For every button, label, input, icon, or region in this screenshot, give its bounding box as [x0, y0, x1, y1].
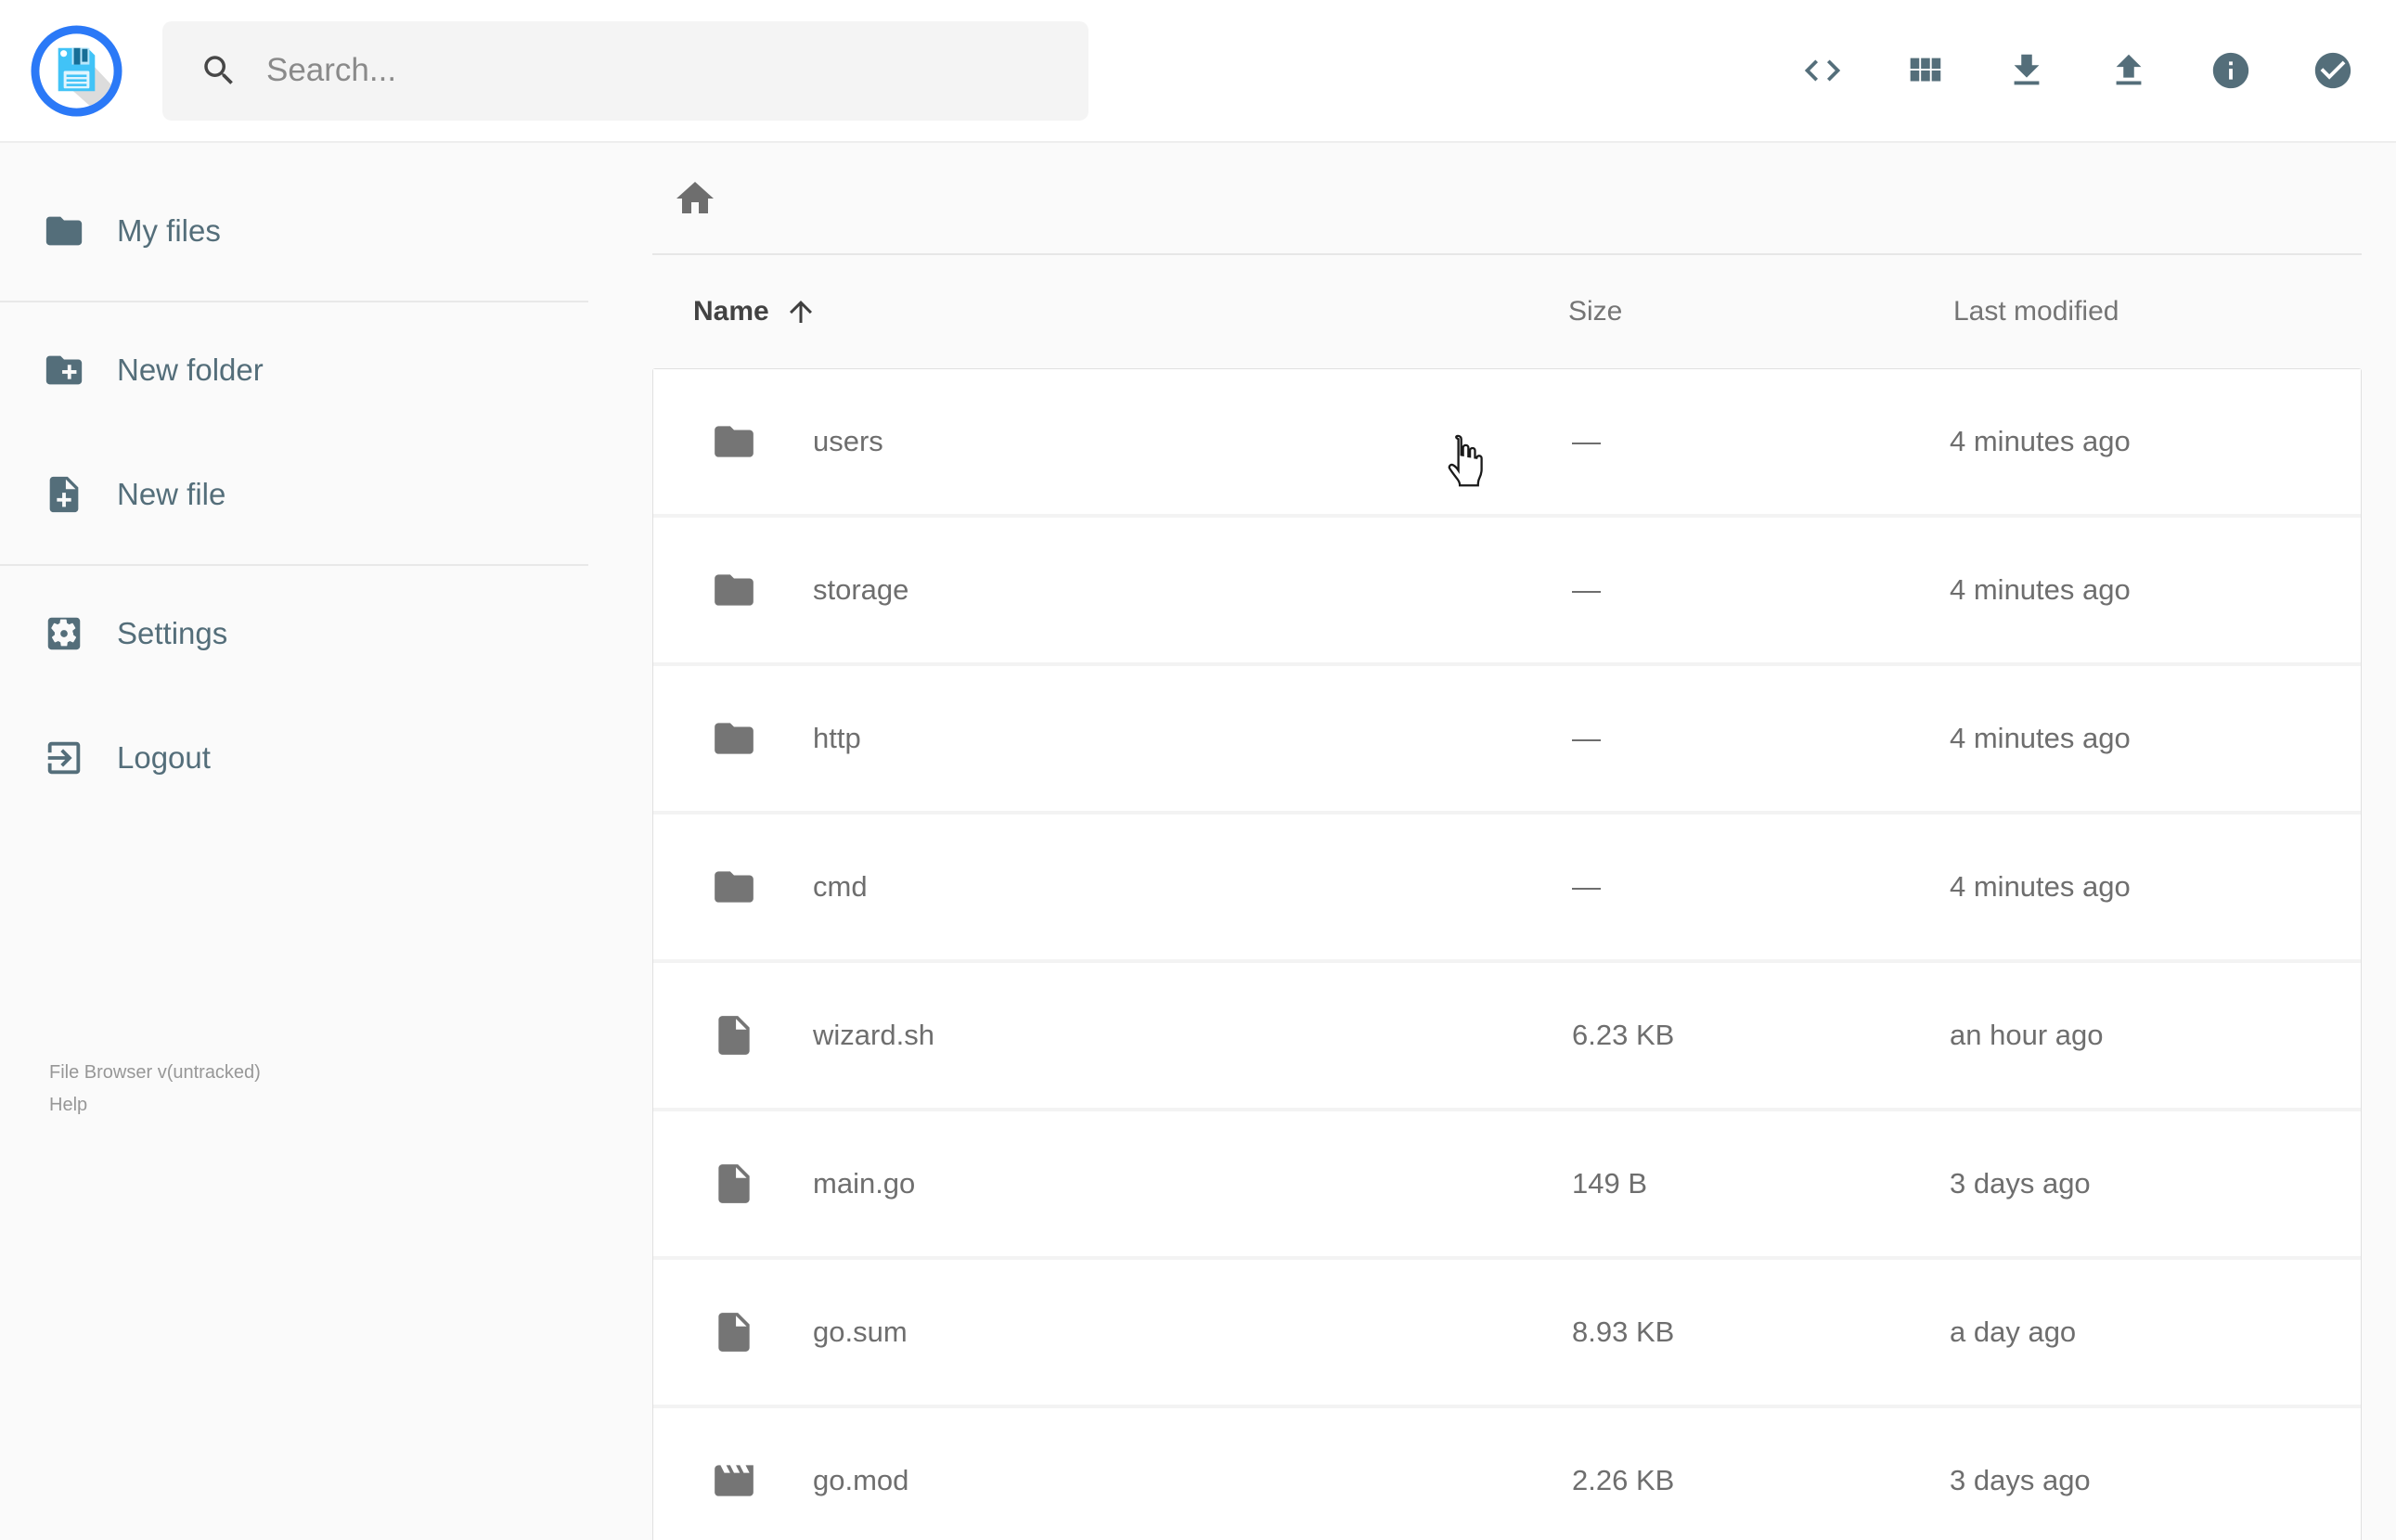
sidebar-item-label: Settings — [117, 616, 228, 650]
grid-view-icon — [1903, 49, 1946, 92]
file-row[interactable]: storage — 4 minutes ago — [653, 518, 2361, 662]
file-modified: 3 days ago — [1950, 1464, 2091, 1496]
search-icon — [200, 51, 238, 90]
file-size: — — [1572, 722, 1601, 754]
file-name: users — [813, 425, 883, 457]
upload-icon — [2107, 49, 2150, 92]
check-circle-icon — [2312, 49, 2354, 92]
home-icon — [673, 176, 717, 221]
file-modified: 3 days ago — [1950, 1167, 2091, 1200]
file-row[interactable]: cmd — 4 minutes ago — [653, 815, 2361, 959]
info-icon — [2209, 49, 2252, 92]
breadcrumb — [652, 143, 2362, 253]
sidebar-footer: File Browser v(untracked) Help — [49, 1057, 261, 1122]
column-header-modified[interactable]: Last modified — [1953, 296, 2119, 327]
column-header-size[interactable]: Size — [1568, 296, 1623, 327]
breadcrumb-home-button[interactable] — [673, 176, 717, 221]
file-modified: an hour ago — [1950, 1019, 2104, 1051]
floppy-disk-logo[interactable] — [31, 24, 122, 117]
listing-column-headers: Name Size Last modified — [652, 255, 2362, 368]
sidebar-item-label: My files — [117, 213, 221, 248]
download-button[interactable] — [2004, 48, 2049, 93]
new-file-icon — [43, 473, 85, 516]
file-row[interactable]: go.mod 2.26 KB 3 days ago — [653, 1408, 2361, 1540]
file-size: — — [1572, 573, 1601, 606]
file-size: — — [1572, 425, 1601, 457]
file-name: storage — [813, 573, 909, 606]
file-name: http — [813, 722, 861, 754]
new-folder-icon — [43, 349, 85, 391]
sidebar-item-label: Logout — [117, 740, 211, 775]
sidebar-divider — [0, 564, 588, 566]
logout-icon — [43, 737, 85, 779]
sidebar-item-new-folder[interactable]: New folder — [0, 315, 588, 425]
folder-icon — [43, 210, 85, 252]
file-size: 8.93 KB — [1572, 1315, 1675, 1348]
search-input[interactable] — [266, 52, 1061, 89]
file-name: go.mod — [813, 1464, 909, 1496]
folder-icon — [711, 418, 757, 465]
file-size: — — [1572, 870, 1601, 903]
header-actions — [1800, 48, 2355, 93]
file-row[interactable]: wizard.sh 6.23 KB an hour ago — [653, 963, 2361, 1108]
sidebar-item-new-file[interactable]: New file — [0, 440, 588, 549]
shell-button[interactable] — [1800, 48, 1845, 93]
sidebar-item-label: New file — [117, 477, 226, 511]
file-row[interactable]: http — 4 minutes ago — [653, 666, 2361, 811]
file-row[interactable]: main.go 149 B 3 days ago — [653, 1111, 2361, 1256]
file-icon — [711, 1012, 757, 1059]
sidebar: My files New folder New file Settings Logout… — [0, 143, 588, 1540]
column-header-name[interactable]: Name — [693, 295, 818, 328]
arrow-up-icon — [784, 295, 818, 328]
file-modified: 4 minutes ago — [1950, 573, 2131, 606]
file-size: 6.23 KB — [1572, 1019, 1675, 1051]
switch-view-button[interactable] — [1902, 48, 1947, 93]
download-icon — [2005, 49, 2048, 92]
code-icon — [1801, 49, 1844, 92]
search-bar[interactable] — [162, 20, 1089, 121]
upload-button[interactable] — [2106, 48, 2151, 93]
app-header — [0, 0, 2396, 143]
file-modified: 4 minutes ago — [1950, 870, 2131, 903]
select-button[interactable] — [2311, 48, 2355, 93]
file-icon — [711, 1309, 757, 1355]
file-row[interactable]: go.sum 8.93 KB a day ago — [653, 1260, 2361, 1405]
file-modified: 4 minutes ago — [1950, 722, 2131, 754]
file-icon — [711, 1161, 757, 1207]
file-listing: users — 4 minutes ago storage — 4 minutes ago… — [652, 368, 2362, 1540]
file-modified: a day ago — [1950, 1315, 2077, 1348]
page-body: My files New folder New file Settings Logout… — [0, 143, 2396, 1540]
file-name: main.go — [813, 1167, 916, 1200]
file-size: 2.26 KB — [1572, 1464, 1675, 1496]
sidebar-item-logout[interactable]: Logout — [0, 703, 588, 813]
folder-icon — [711, 715, 757, 762]
file-name: wizard.sh — [813, 1019, 934, 1051]
file-name: cmd — [813, 870, 868, 903]
sidebar-item-label: New folder — [117, 353, 264, 387]
app-version: File Browser v(untracked) — [49, 1062, 261, 1083]
main-content: Name Size Last modified users — 4 minutes … — [588, 143, 2396, 1540]
info-button[interactable] — [2209, 48, 2253, 93]
file-name: go.sum — [813, 1315, 908, 1348]
folder-icon — [711, 567, 757, 613]
folder-icon — [711, 864, 757, 910]
sidebar-item-my-files[interactable]: My files — [0, 176, 588, 286]
settings-icon — [43, 612, 85, 655]
file-size: 149 B — [1572, 1167, 1648, 1200]
column-name-label: Name — [693, 296, 769, 327]
sidebar-item-settings[interactable]: Settings — [0, 579, 588, 688]
movie-icon — [711, 1457, 757, 1504]
file-row[interactable]: users — 4 minutes ago — [653, 369, 2361, 514]
sidebar-divider — [0, 301, 588, 302]
help-link[interactable]: Help — [49, 1095, 88, 1115]
breadcrumb-divider — [652, 253, 2362, 255]
file-modified: 4 minutes ago — [1950, 425, 2131, 457]
